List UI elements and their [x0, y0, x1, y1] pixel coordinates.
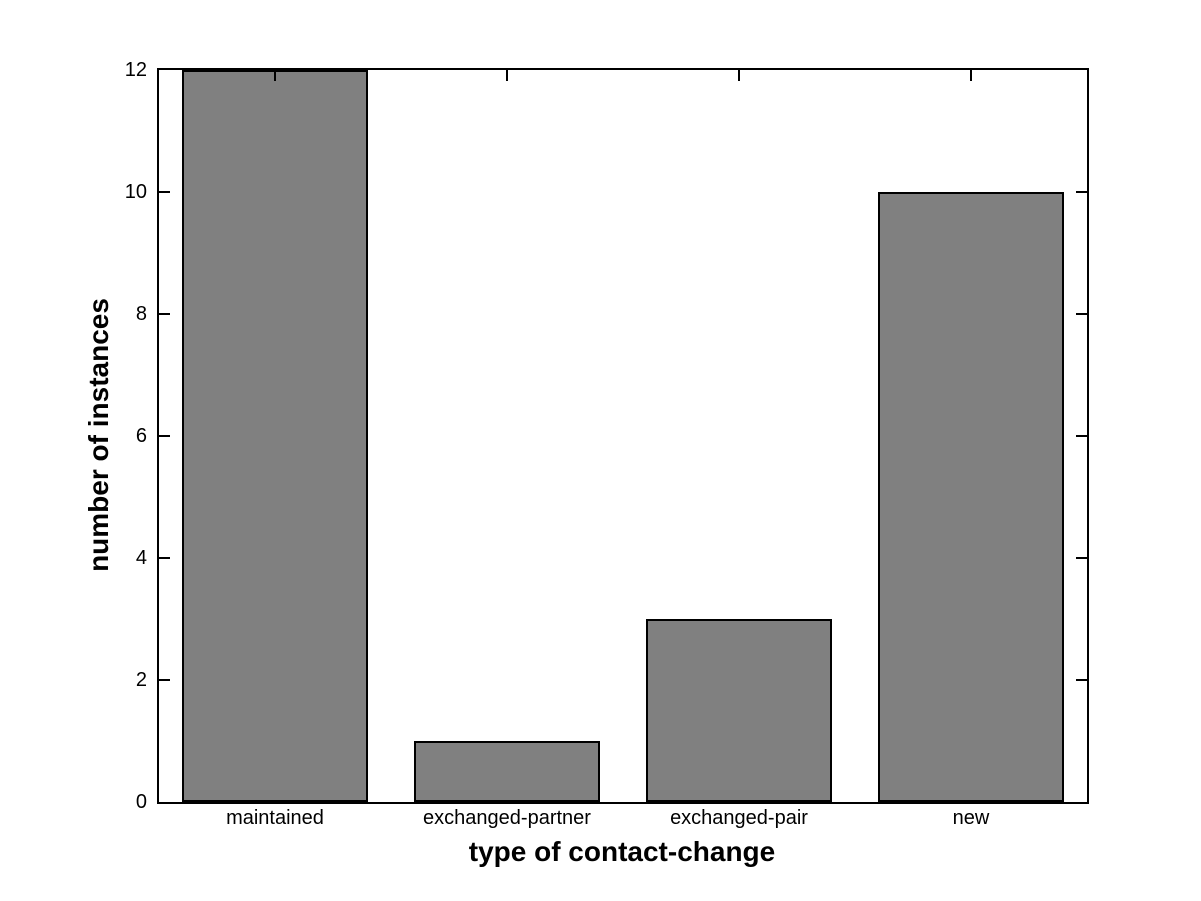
y-tick-right	[1076, 313, 1087, 315]
y-tick-left	[159, 557, 170, 559]
x-tick-top	[738, 70, 740, 81]
x-category-label: exchanged-pair	[670, 807, 808, 829]
x-category-label: new	[952, 807, 990, 829]
y-tick-right	[1076, 679, 1087, 681]
bar	[182, 70, 368, 802]
x-tick-top	[970, 70, 972, 81]
bar	[646, 619, 832, 802]
x-category-label: maintained	[226, 807, 324, 829]
y-tick-left	[159, 313, 170, 315]
y-tick-right	[1076, 435, 1087, 437]
y-tick-label: 8	[135, 303, 147, 325]
bar	[878, 192, 1064, 802]
y-tick-label: 2	[135, 669, 147, 691]
y-tick-label: 10	[124, 181, 147, 203]
y-tick-left	[159, 679, 170, 681]
y-tick-label: 4	[135, 547, 147, 569]
y-tick-left	[159, 435, 170, 437]
y-tick-right	[1076, 191, 1087, 193]
y-tick-label: 6	[135, 425, 147, 447]
y-tick-right	[1076, 557, 1087, 559]
x-category-label: exchanged-partner	[423, 807, 591, 829]
plot-area	[157, 68, 1089, 804]
y-tick-left	[159, 191, 170, 193]
x-tick-top	[274, 70, 276, 81]
y-tick-label: 12	[124, 59, 147, 81]
x-axis-label: type of contact-change	[468, 836, 776, 867]
y-axis-label: number of instances	[83, 298, 114, 572]
bar	[414, 741, 600, 802]
x-tick-top	[506, 70, 508, 81]
y-tick-label: 0	[135, 791, 147, 813]
